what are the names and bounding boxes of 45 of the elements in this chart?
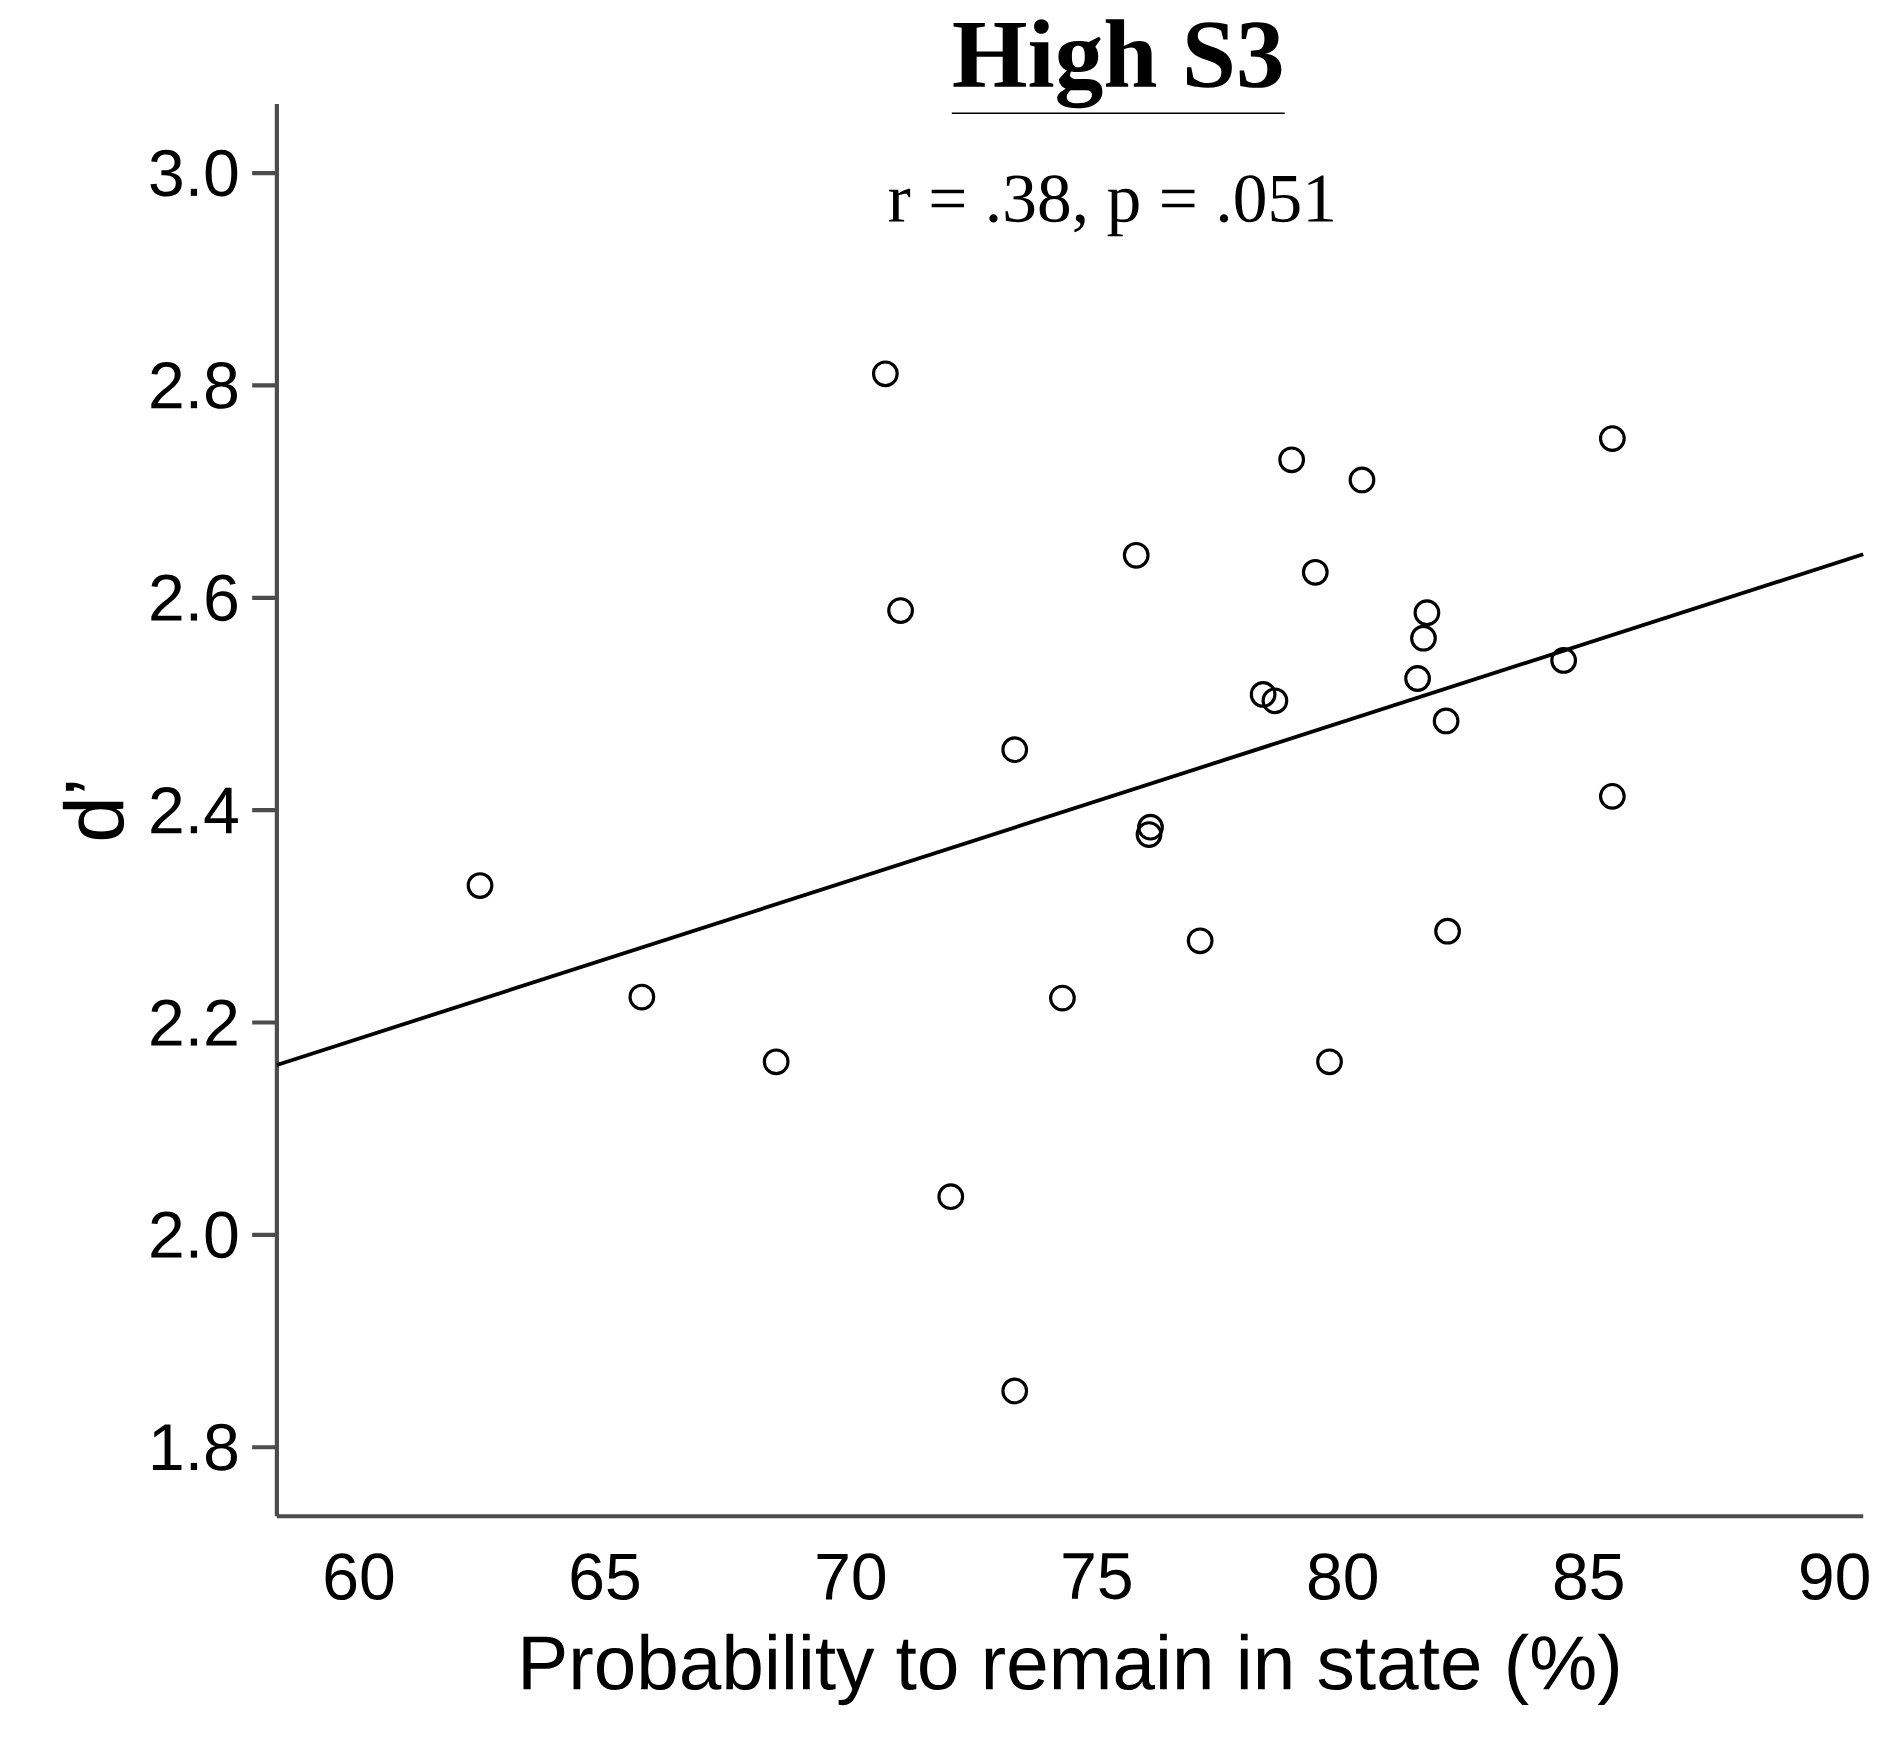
- y-tick-label: 2.4: [151, 787, 238, 834]
- point: [1001, 1377, 1029, 1405]
- y-tick-label: 2.0: [151, 1211, 238, 1259]
- point: [871, 360, 899, 388]
- x-tick-label: 65: [571, 1553, 639, 1601]
- point: [937, 1183, 965, 1211]
- point: [1137, 813, 1164, 841]
- point: [1261, 687, 1289, 715]
- y-tick-label: 2.2: [151, 999, 237, 1046]
- point: [628, 983, 656, 1011]
- x-tick-label: 75: [1063, 1553, 1131, 1600]
- point: [1413, 599, 1441, 627]
- point: [1135, 821, 1163, 849]
- point: [1550, 647, 1578, 675]
- y-tick-label: 2.6: [151, 574, 237, 622]
- point: [1186, 927, 1214, 955]
- point: [762, 1048, 790, 1076]
- point: [1249, 681, 1277, 708]
- point: [1001, 736, 1029, 764]
- x-tick-label: 80: [1308, 1553, 1377, 1601]
- x-tick-label: 60: [325, 1553, 394, 1601]
- x-tick-label: 90: [1801, 1553, 1869, 1601]
- point: [1348, 466, 1376, 494]
- point: [887, 597, 914, 625]
- x-axis-title: Probability to remain in state (%): [523, 1633, 1618, 1706]
- point: [1278, 446, 1306, 474]
- chart-title: High S3: [953, 19, 1282, 109]
- x-tick-label: 70: [817, 1553, 886, 1601]
- y-axis-title: d’: [62, 783, 125, 840]
- annotation: r = .38, p = .051: [889, 175, 1333, 237]
- y-tick-label: 3.0: [150, 149, 238, 197]
- point: [1432, 707, 1460, 735]
- point: [1049, 984, 1076, 1012]
- point: [1598, 783, 1626, 810]
- y-tick-label: 1.8: [153, 1423, 237, 1471]
- point: [1316, 1048, 1343, 1076]
- point: [1301, 559, 1329, 586]
- point: [1598, 425, 1626, 453]
- point: [1122, 542, 1150, 569]
- y-tick-label: 2.8: [151, 362, 237, 410]
- x-tick-label: 85: [1554, 1553, 1623, 1601]
- point: [1434, 917, 1461, 945]
- point: [1410, 624, 1437, 652]
- point: [466, 872, 494, 900]
- point: [1404, 665, 1431, 693]
